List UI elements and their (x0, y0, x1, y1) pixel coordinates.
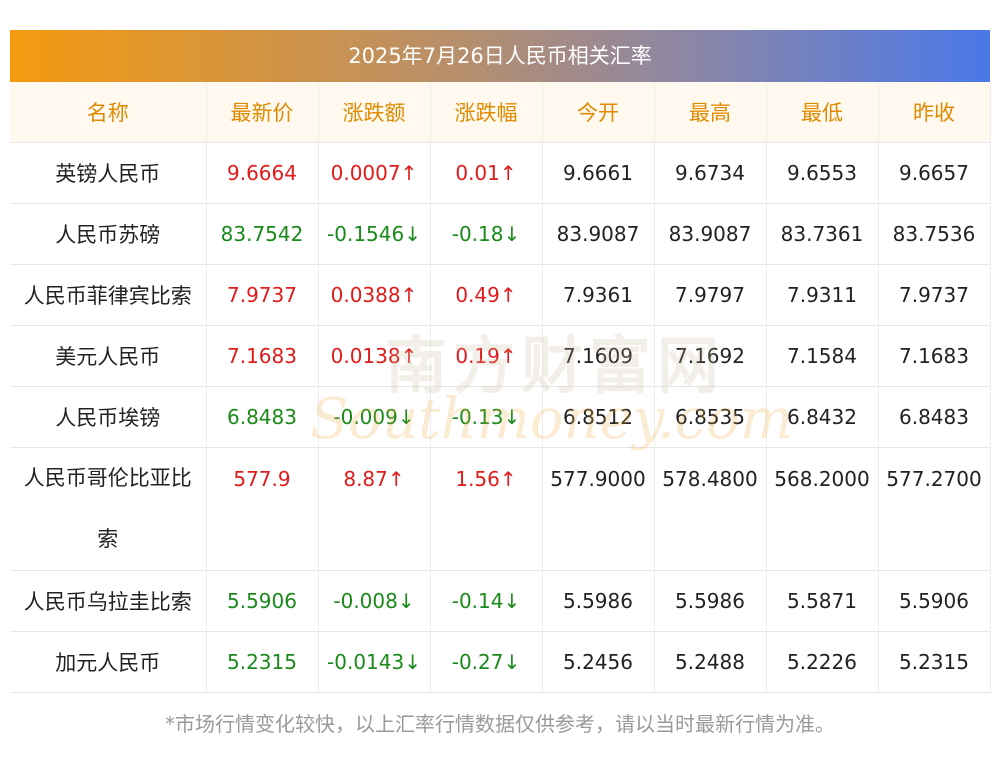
row-name: 人民币埃镑 (10, 386, 207, 448)
table-row: 人民币苏磅 83.7542 -0.1546↓ -0.18↓ 83.9087 83… (10, 203, 991, 265)
row-pct: -0.13↓ (430, 386, 543, 448)
row-name: 人民币哥伦比亚比索 (10, 447, 207, 571)
row-high: 83.9087 (654, 203, 767, 265)
table-title: 2025年7月26日人民币相关汇率 (10, 30, 990, 82)
header-name: 名称 (10, 82, 207, 143)
row-change: 0.0138↑ (318, 325, 431, 387)
row-open: 5.2456 (542, 631, 655, 693)
row-open: 5.5986 (542, 570, 655, 632)
row-open: 6.8512 (542, 386, 655, 448)
row-name: 加元人民币 (10, 631, 207, 693)
row-change: 0.0007↑ (318, 142, 431, 204)
header-prev: 昨收 (878, 82, 991, 143)
row-open: 7.1609 (542, 325, 655, 387)
header-high: 最高 (654, 82, 767, 143)
row-latest: 9.6664 (206, 142, 319, 204)
row-high: 6.8535 (654, 386, 767, 448)
row-high: 578.4800 (654, 447, 767, 571)
table-row: 人民币哥伦比亚比索 577.9 8.87↑ 1.56↑ 577.9000 578… (10, 447, 991, 571)
row-name: 人民币菲律宾比索 (10, 264, 207, 326)
row-low: 7.9311 (766, 264, 879, 326)
row-open: 7.9361 (542, 264, 655, 326)
row-low: 568.2000 (766, 447, 879, 571)
row-name: 英镑人民币 (10, 142, 207, 204)
row-pct: -0.14↓ (430, 570, 543, 632)
row-name: 人民币苏磅 (10, 203, 207, 265)
header-pct: 涨跌幅 (430, 82, 543, 143)
row-pct: 0.01↑ (430, 142, 543, 204)
row-low: 9.6553 (766, 142, 879, 204)
row-pct: 0.19↑ (430, 325, 543, 387)
row-change: -0.008↓ (318, 570, 431, 632)
row-low: 7.1584 (766, 325, 879, 387)
row-prev: 6.8483 (878, 386, 991, 448)
row-change: 0.0388↑ (318, 264, 431, 326)
row-prev: 577.2700 (878, 447, 991, 571)
table-row: 人民币菲律宾比索 7.9737 0.0388↑ 0.49↑ 7.9361 7.9… (10, 264, 991, 326)
row-name: 人民币乌拉圭比索 (10, 570, 207, 632)
exchange-rate-table: 名称 最新价 涨跌额 涨跌幅 今开 最高 最低 昨收 英镑人民币 9.6664 … (10, 82, 991, 693)
row-high: 7.1692 (654, 325, 767, 387)
row-prev: 5.5906 (878, 570, 991, 632)
table-row: 美元人民币 7.1683 0.0138↑ 0.19↑ 7.1609 7.1692… (10, 325, 991, 387)
row-pct: -0.27↓ (430, 631, 543, 693)
row-open: 9.6661 (542, 142, 655, 204)
row-prev: 9.6657 (878, 142, 991, 204)
table-row: 人民币埃镑 6.8483 -0.009↓ -0.13↓ 6.8512 6.853… (10, 386, 991, 448)
row-name: 美元人民币 (10, 325, 207, 387)
row-change: -0.009↓ (318, 386, 431, 448)
row-high: 7.9797 (654, 264, 767, 326)
header-change: 涨跌额 (318, 82, 431, 143)
table-row: 人民币乌拉圭比索 5.5906 -0.008↓ -0.14↓ 5.5986 5.… (10, 570, 991, 632)
row-latest: 5.2315 (206, 631, 319, 693)
row-pct: -0.18↓ (430, 203, 543, 265)
row-high: 9.6734 (654, 142, 767, 204)
row-low: 5.5871 (766, 570, 879, 632)
table-row: 加元人民币 5.2315 -0.0143↓ -0.27↓ 5.2456 5.24… (10, 631, 991, 693)
row-open: 83.9087 (542, 203, 655, 265)
row-open: 577.9000 (542, 447, 655, 571)
row-latest: 5.5906 (206, 570, 319, 632)
row-prev: 83.7536 (878, 203, 991, 265)
header-row: 名称 最新价 涨跌额 涨跌幅 今开 最高 最低 昨收 (10, 82, 991, 143)
row-low: 6.8432 (766, 386, 879, 448)
row-high: 5.5986 (654, 570, 767, 632)
header-latest: 最新价 (206, 82, 319, 143)
row-latest: 577.9 (206, 447, 319, 571)
row-change: -0.1546↓ (318, 203, 431, 265)
row-prev: 7.9737 (878, 264, 991, 326)
disclaimer-footnote: *市场行情变化较快，以上汇率行情数据仅供参考，请以当时最新行情为准。 (165, 712, 835, 736)
header-open: 今开 (542, 82, 655, 143)
table-row: 英镑人民币 9.6664 0.0007↑ 0.01↑ 9.6661 9.6734… (10, 142, 991, 204)
row-latest: 7.9737 (206, 264, 319, 326)
row-low: 83.7361 (766, 203, 879, 265)
row-prev: 5.2315 (878, 631, 991, 693)
header-low: 最低 (766, 82, 879, 143)
row-latest: 6.8483 (206, 386, 319, 448)
row-change: 8.87↑ (318, 447, 431, 571)
row-low: 5.2226 (766, 631, 879, 693)
row-high: 5.2488 (654, 631, 767, 693)
row-pct: 1.56↑ (430, 447, 543, 571)
row-change: -0.0143↓ (318, 631, 431, 693)
row-latest: 83.7542 (206, 203, 319, 265)
row-prev: 7.1683 (878, 325, 991, 387)
row-latest: 7.1683 (206, 325, 319, 387)
row-pct: 0.49↑ (430, 264, 543, 326)
